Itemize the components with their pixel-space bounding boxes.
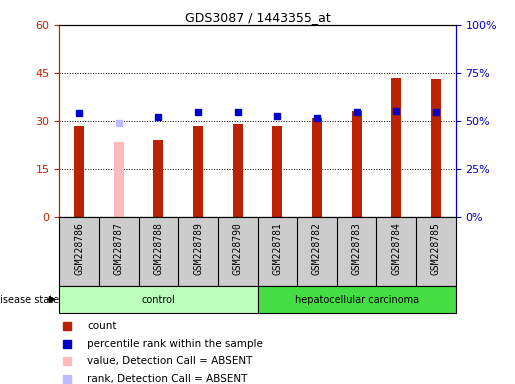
Text: GSM228784: GSM228784 <box>391 222 401 275</box>
Text: GSM228787: GSM228787 <box>114 222 124 275</box>
Bar <box>258 286 456 313</box>
Bar <box>193 126 203 217</box>
Text: value, Detection Call = ABSENT: value, Detection Call = ABSENT <box>87 356 252 366</box>
Bar <box>391 78 401 217</box>
Bar <box>352 111 362 217</box>
Bar <box>114 142 124 217</box>
Text: count: count <box>87 321 116 331</box>
Bar <box>233 124 243 217</box>
Bar <box>74 126 84 217</box>
Text: rank, Detection Call = ABSENT: rank, Detection Call = ABSENT <box>87 374 247 384</box>
Bar <box>272 126 282 217</box>
Text: disease state: disease state <box>0 295 59 305</box>
Text: GSM228786: GSM228786 <box>74 222 84 275</box>
Bar <box>312 118 322 217</box>
Text: GSM228783: GSM228783 <box>352 222 362 275</box>
Bar <box>431 79 441 217</box>
Text: hepatocellular carcinoma: hepatocellular carcinoma <box>295 295 419 305</box>
Text: GSM228785: GSM228785 <box>431 222 441 275</box>
Bar <box>59 286 258 313</box>
Bar <box>153 140 163 217</box>
Text: GSM228782: GSM228782 <box>312 222 322 275</box>
Title: GDS3087 / 1443355_at: GDS3087 / 1443355_at <box>184 11 331 24</box>
Text: control: control <box>142 295 175 305</box>
Text: GSM228790: GSM228790 <box>233 222 243 275</box>
Text: GSM228788: GSM228788 <box>153 222 163 275</box>
Text: percentile rank within the sample: percentile rank within the sample <box>87 339 263 349</box>
Text: GSM228789: GSM228789 <box>193 222 203 275</box>
Text: GSM228781: GSM228781 <box>272 222 282 275</box>
